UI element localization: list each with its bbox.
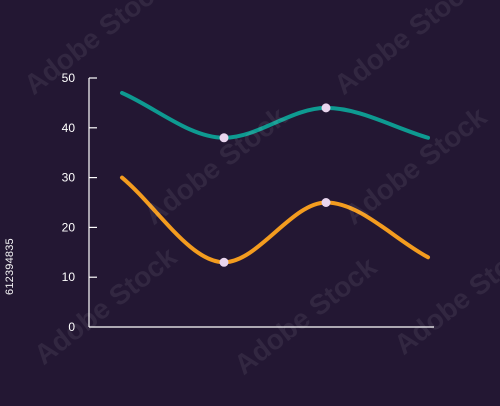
y-tick-label: 30 [62,171,76,185]
data-point-marker [219,257,229,267]
series-lines [120,90,430,265]
y-tick-label: 20 [62,220,76,234]
y-tick-label: 50 [62,71,76,85]
y-tick-label: 0 [68,320,75,334]
series-line-1 [120,90,430,140]
stock-id-text: 612394835 [4,238,16,295]
data-point-marker [321,198,331,207]
data-point-marker [321,103,331,113]
axes [88,78,434,328]
series-line-2 [120,175,430,265]
y-ticks: 0 10 20 30 40 50 [62,71,97,334]
series-markers [219,103,331,267]
y-tick-label: 10 [62,270,76,284]
data-point-marker [219,133,229,143]
y-tick-label: 40 [62,121,76,135]
